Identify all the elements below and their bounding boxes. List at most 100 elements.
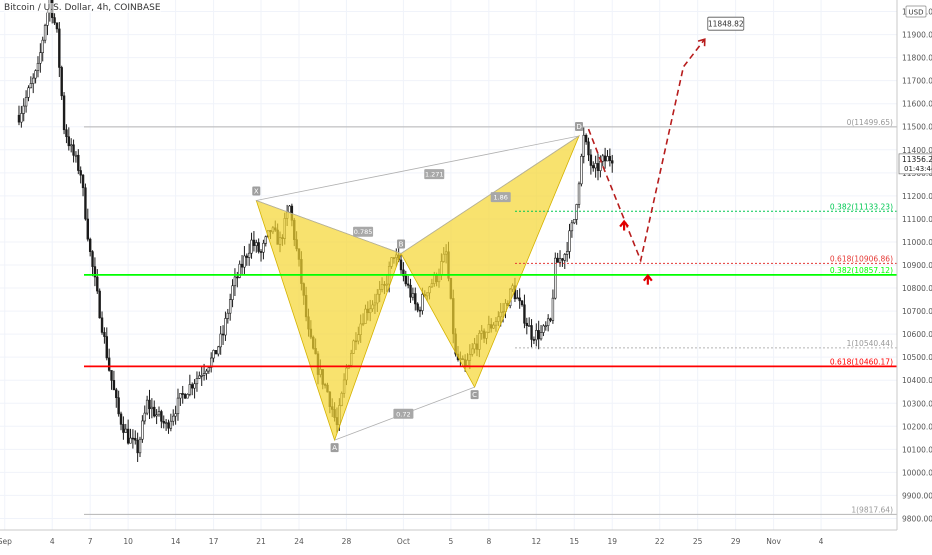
candle-body <box>193 383 196 389</box>
candle-body <box>554 257 557 299</box>
pattern-point-badge <box>575 121 584 131</box>
x-tick-label: 4 <box>50 537 55 546</box>
candle-body <box>551 297 555 321</box>
candle-body <box>544 325 547 327</box>
candle-body <box>250 239 253 254</box>
candle-body <box>228 299 232 314</box>
level-label: 0.382(10857.12) <box>830 266 893 275</box>
currency-badge <box>905 5 927 18</box>
candle-body <box>264 236 267 244</box>
candle-body <box>41 39 44 53</box>
last-price-label: 11356.25 <box>902 155 932 164</box>
candle-body <box>577 183 581 205</box>
candle-body <box>129 437 132 444</box>
candle-body <box>105 336 108 359</box>
ratio-badge <box>393 408 414 419</box>
candle-body <box>148 399 151 410</box>
candle-body <box>115 389 118 399</box>
candle-body <box>103 332 106 337</box>
candle-body <box>523 304 526 324</box>
candle-body <box>558 258 562 263</box>
x-tick-label: 24 <box>294 537 304 546</box>
candle-body <box>200 375 203 377</box>
candle-body <box>226 312 230 319</box>
level-label: 0.382(11133.23) <box>830 202 893 211</box>
y-tick-label: 10900.00 <box>902 261 932 270</box>
candle-body <box>117 397 120 415</box>
candle-body <box>160 411 163 422</box>
candle-body <box>143 412 146 422</box>
candle-body <box>60 67 63 97</box>
candle-body <box>22 105 25 114</box>
signal-arrow-up <box>619 219 629 228</box>
level-label: 1(9817.64) <box>851 505 893 514</box>
candle-body <box>100 317 104 333</box>
ratio-label: 0.785 <box>354 228 373 236</box>
candle-body <box>88 238 92 252</box>
y-tick-label: 11100.00 <box>902 215 932 224</box>
candle-body <box>136 439 139 454</box>
candle-body <box>91 251 94 267</box>
candle-body <box>399 259 403 271</box>
candle-body <box>603 155 607 162</box>
candle-body <box>188 384 192 395</box>
candle-body <box>58 28 61 68</box>
candle-body <box>43 25 47 41</box>
pattern-point-label: A <box>332 444 337 452</box>
x-tick-label: 10 <box>123 537 133 546</box>
x-tick-label: 29 <box>731 537 741 546</box>
y-tick-label: 10300.00 <box>902 399 932 408</box>
candle-body <box>69 144 73 147</box>
candle-body <box>98 290 101 319</box>
signal-arrow-up <box>642 273 653 282</box>
candle-body <box>207 367 211 372</box>
candle-body <box>594 163 597 169</box>
time-axis-bg <box>0 530 932 550</box>
candle-body <box>84 187 87 220</box>
candle-body <box>24 97 28 107</box>
candle-body <box>561 258 564 261</box>
y-tick-label: 11500.00 <box>902 123 932 132</box>
x-tick-label: 17 <box>209 537 219 546</box>
candle-body <box>107 357 111 371</box>
candle-body <box>535 330 538 341</box>
x-tick-label: 4 <box>819 537 824 546</box>
x-tick-label: 19 <box>607 537 617 546</box>
candle-body <box>288 205 291 213</box>
candle-body <box>96 276 99 292</box>
candle-body <box>259 251 263 253</box>
candle-body <box>55 22 59 30</box>
candle-body <box>131 437 135 440</box>
target-label: 11848.82 <box>708 20 744 29</box>
y-tick-label: 10600.00 <box>902 330 932 339</box>
candle-body <box>518 297 521 302</box>
candle-body <box>601 155 604 162</box>
y-tick-label: 10400.00 <box>902 376 932 385</box>
y-tick-label: 10800.00 <box>902 284 932 293</box>
y-tick-label: 11000.00 <box>902 238 932 247</box>
candle-body <box>62 95 66 131</box>
candle-body <box>537 330 540 340</box>
level-label: 0.618(10460.17) <box>830 357 893 366</box>
pattern-point-badge <box>397 239 406 249</box>
y-tick-label: 11200.00 <box>902 192 932 201</box>
candle-body <box>255 242 258 246</box>
candle-body <box>587 141 590 156</box>
y-tick-label: 10000.00 <box>902 468 932 477</box>
candle-body <box>169 420 173 429</box>
candle-body <box>596 163 600 171</box>
pattern-leg-BD <box>400 135 580 254</box>
candle-body <box>224 318 227 336</box>
ratio-badge <box>424 169 445 180</box>
pattern-leg-XB <box>256 200 402 254</box>
candle-body <box>247 252 251 258</box>
candle-body <box>231 285 234 300</box>
candle-body <box>236 276 239 279</box>
candle-body <box>573 219 576 224</box>
candle-body <box>198 375 201 379</box>
candle-body <box>570 222 574 232</box>
candle-body <box>86 218 90 240</box>
candle-body <box>34 70 37 79</box>
candle-body <box>79 170 82 176</box>
